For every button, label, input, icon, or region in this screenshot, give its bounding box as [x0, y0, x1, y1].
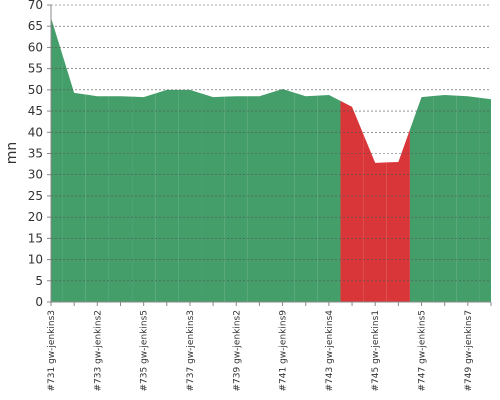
x-tick-label: #739 gw-jenkins2: [232, 310, 242, 391]
y-tick-label: 60: [28, 40, 43, 54]
x-tick-label: #733 gw-jenkins2: [93, 310, 103, 391]
y-tick-label: 5: [35, 274, 43, 288]
x-tick-label: #741 gw-jenkins9: [279, 310, 289, 392]
area-segment: [178, 89, 202, 302]
x-tick-label: #747 gw-jenkins5: [418, 310, 428, 391]
area-segment: [433, 94, 457, 302]
area-segment: [132, 93, 156, 303]
y-tick-label: 40: [28, 125, 43, 139]
area-segment: [62, 55, 86, 302]
area-segment: [363, 134, 387, 302]
y-tick-label: 45: [28, 104, 43, 118]
y-tick-label: 35: [28, 147, 43, 161]
area-segment: [317, 94, 341, 302]
x-tick-label: #735 gw-jenkins5: [140, 310, 150, 391]
area-segment: [456, 95, 480, 303]
y-tick-label: 25: [28, 189, 43, 203]
y-tick-label: 70: [28, 0, 43, 12]
y-tick-label: 55: [28, 62, 43, 76]
x-tick-label: #745 gw-jenkins1: [371, 310, 381, 391]
area-segment: [224, 96, 248, 302]
y-tick-label: 10: [28, 253, 43, 267]
area-segment: [386, 129, 410, 302]
x-tick-label: #737 gw-jenkins3: [186, 310, 196, 391]
x-tick-label: #743 gw-jenkins4: [325, 310, 335, 392]
y-tick-label: 0: [35, 295, 43, 309]
y-tick-label: 50: [28, 83, 43, 97]
area-segment: [201, 93, 225, 303]
x-tick-label: #731 gw-jenkins3: [47, 310, 57, 391]
y-axis-label: mn: [4, 142, 20, 165]
area-segment: [271, 89, 295, 302]
area-segment: [409, 96, 434, 303]
x-tick-label: #749 gw-jenkins7: [464, 310, 474, 391]
area-segment: [51, 17, 63, 302]
area-segment: [294, 92, 318, 303]
area-segment: [108, 96, 133, 302]
y-tick-label: 65: [28, 19, 43, 33]
area-segment: [340, 100, 364, 302]
area-segment: [155, 89, 179, 302]
y-tick-label: 30: [28, 168, 43, 182]
area-segment: [479, 97, 491, 303]
area-segment: [247, 92, 271, 303]
y-tick-label: 20: [28, 210, 43, 224]
area-segment: [85, 94, 109, 302]
y-tick-label: 15: [28, 231, 43, 245]
